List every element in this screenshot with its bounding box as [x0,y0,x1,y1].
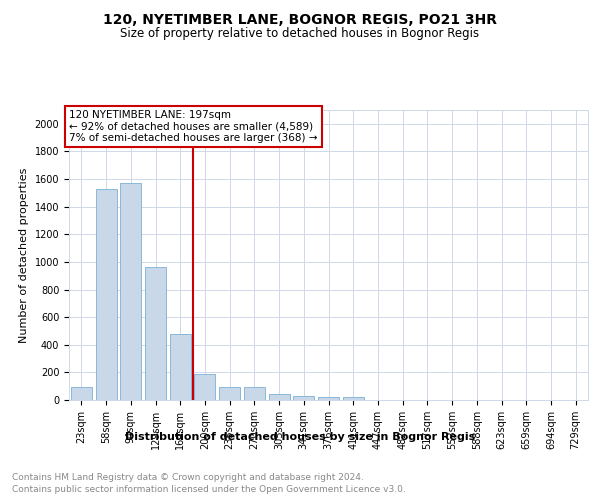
Bar [170,334,191,400]
Bar [95,188,116,400]
Text: 120 NYETIMBER LANE: 197sqm
← 92% of detached houses are smaller (4,589)
7% of se: 120 NYETIMBER LANE: 197sqm ← 92% of deta… [69,110,317,143]
Bar [269,394,290,400]
Bar [343,397,364,400]
Bar [219,387,240,400]
Bar [194,374,215,400]
Bar [293,396,314,400]
Bar [145,268,166,400]
Text: 120, NYETIMBER LANE, BOGNOR REGIS, PO21 3HR: 120, NYETIMBER LANE, BOGNOR REGIS, PO21 … [103,12,497,26]
Bar [120,183,141,400]
Bar [318,397,339,400]
Bar [71,387,92,400]
Bar [244,387,265,400]
Text: Distribution of detached houses by size in Bognor Regis: Distribution of detached houses by size … [125,432,475,442]
Text: Contains public sector information licensed under the Open Government Licence v3: Contains public sector information licen… [12,485,406,494]
Y-axis label: Number of detached properties: Number of detached properties [19,168,29,342]
Text: Contains HM Land Registry data © Crown copyright and database right 2024.: Contains HM Land Registry data © Crown c… [12,472,364,482]
Text: Size of property relative to detached houses in Bognor Regis: Size of property relative to detached ho… [121,28,479,40]
